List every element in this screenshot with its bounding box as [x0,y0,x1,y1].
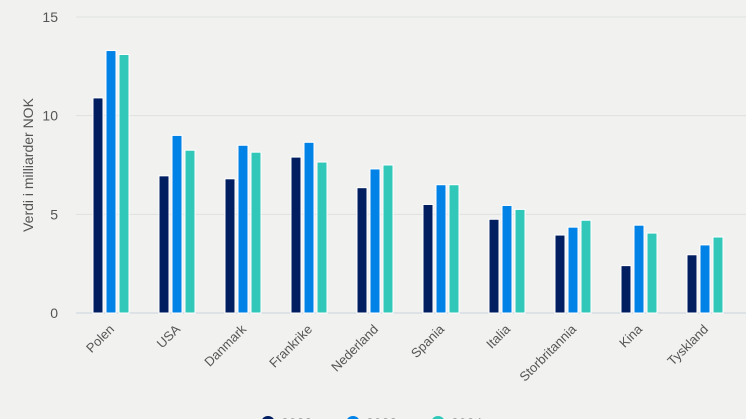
bar-2022-usa [158,175,170,314]
x-tick-label: Tyskland [664,322,711,369]
bar-2024-danmark [250,151,262,314]
legend-marker-2023 [347,416,359,419]
bar-2024-kina [646,232,658,314]
bar-2024-storbritannia [580,219,592,314]
bar-2024-italia [514,208,526,314]
bar-2023-nederland [369,168,381,314]
bar-2024-usa [184,149,196,314]
x-tick-label: USA [154,321,184,351]
bar-2022-kina [620,265,632,314]
bar-2023-frankrike [303,141,315,314]
bar-2022-nederland [356,187,368,314]
bar-2024-spania [448,184,460,314]
bar-2022-frankrike [290,156,302,314]
bar-2022-danmark [224,178,236,314]
bar-2022-storbritannia [554,234,566,314]
bar-2024-nederland [382,164,394,314]
y-axis-title: Verdi i milliarder NOK [20,97,36,231]
bar-2023-danmark [237,144,249,314]
bar-2023-kina [633,224,645,314]
bar-2024-frankrike [316,161,328,314]
legend-marker-2024 [432,416,444,419]
legend-label: 2022 [281,415,312,419]
bar-2023-spania [435,184,447,314]
y-tick-label: 5 [50,206,58,222]
x-tick-label: Kina [616,321,646,351]
bar-2024-tyskland [712,236,724,314]
x-tick-label: Spania [408,321,448,361]
bar-2023-tyskland [699,244,711,314]
bar-2023-italia [501,204,513,314]
x-tick-label: Frankrike [266,322,315,371]
y-tick-label: 15 [42,9,58,25]
bar-2023-usa [171,134,183,314]
bar-2022-tyskland [686,254,698,314]
bar-2023-storbritannia [567,226,579,314]
legend-marker-2022 [262,416,274,419]
y-tick-label: 0 [50,305,58,321]
x-tick-label: Storbritannia [516,321,579,384]
x-tick-label: Polen [83,322,117,356]
x-tick-label: Italia [483,321,514,352]
bar-2023-polen [105,50,117,314]
legend-label: 2023 [366,415,397,419]
bar-2022-spania [422,203,434,314]
x-tick-label: Nederland [328,322,381,375]
bar-2022-polen [92,97,104,314]
bar-2022-italia [488,218,500,314]
legend-label: 2024 [451,415,482,419]
y-tick-label: 10 [42,108,58,124]
bar-2024-polen [118,53,130,314]
x-tick-label: Danmark [201,321,249,369]
